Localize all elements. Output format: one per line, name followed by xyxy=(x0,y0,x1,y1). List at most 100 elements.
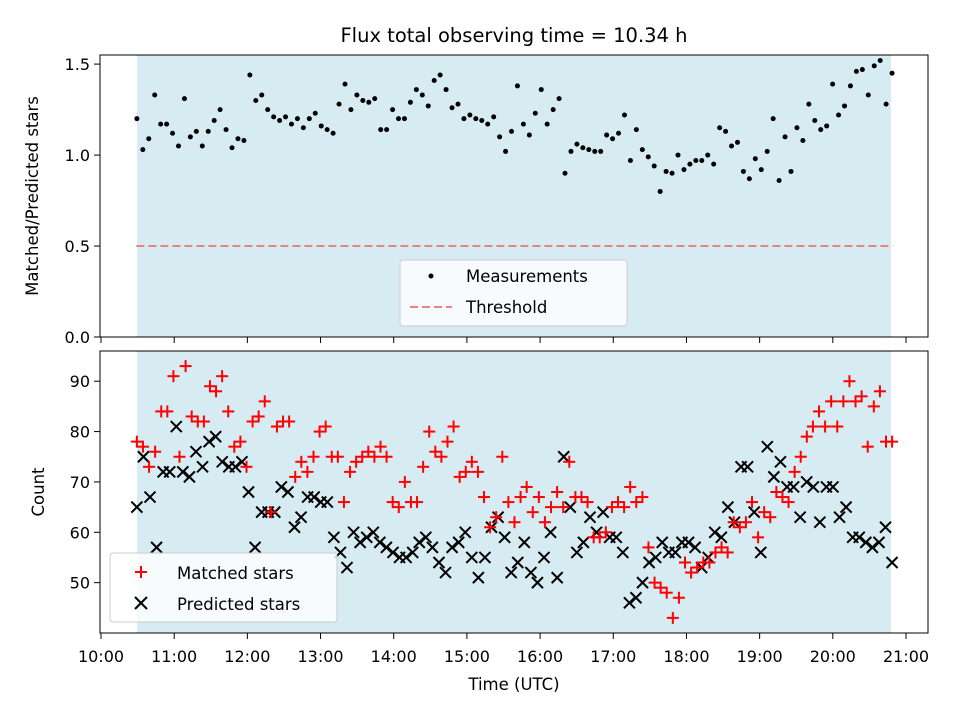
measurement-point xyxy=(669,170,675,176)
measurement-point xyxy=(598,148,604,154)
predicted-star-point xyxy=(807,480,820,494)
predicted-star-point xyxy=(202,435,216,448)
matched-star-point xyxy=(197,415,210,428)
top-legend-box xyxy=(399,259,628,327)
predicted-star-point xyxy=(583,510,597,524)
predicted-star-point xyxy=(741,460,754,474)
measurement-point xyxy=(847,83,853,89)
predicted-star-point xyxy=(885,556,899,569)
measurement-point xyxy=(419,92,425,98)
measurement-point xyxy=(241,138,247,144)
matched-star-point xyxy=(398,475,411,488)
matched-star-point xyxy=(666,611,679,624)
measurement-point xyxy=(639,147,645,153)
measurement-point xyxy=(229,145,235,151)
measurement-point xyxy=(509,128,515,134)
predicted-star-point xyxy=(859,536,873,549)
predicted-star-point xyxy=(833,510,846,524)
measurement-point xyxy=(770,116,776,122)
x-axis-label: Time (UTC) xyxy=(467,675,559,694)
predicted-star-point xyxy=(577,536,590,549)
predicted-star-point xyxy=(275,480,288,494)
matched-star-point xyxy=(301,465,314,478)
measurement-point xyxy=(610,136,616,142)
measurement-point xyxy=(526,132,532,138)
predicted-star-point xyxy=(380,541,393,554)
predicted-star-point xyxy=(130,500,144,514)
measurement-point xyxy=(812,117,818,123)
measurement-point xyxy=(407,99,413,105)
predicted-star-point xyxy=(853,531,866,544)
matched-star-point xyxy=(581,496,594,509)
matched-star-point xyxy=(739,516,752,529)
predicted-star-point xyxy=(209,430,222,443)
predicted-star-point xyxy=(550,571,564,584)
matched-star-point xyxy=(794,450,807,463)
predicted-star-point xyxy=(216,455,229,468)
matched-star-point xyxy=(782,496,795,509)
matched-star-point xyxy=(557,501,570,514)
measurement-point xyxy=(354,92,360,98)
matched-star-point xyxy=(484,521,497,534)
matched-star-point xyxy=(806,420,819,433)
measurement-point xyxy=(413,87,419,93)
matched-star-point xyxy=(685,566,698,579)
measurement-point xyxy=(247,72,253,78)
matched-star-point xyxy=(307,450,320,463)
matched-star-point xyxy=(812,405,825,418)
measurement-point xyxy=(306,116,312,122)
top-ytick-label: 0.0 xyxy=(65,328,90,347)
predicted-star-point xyxy=(767,470,781,484)
top-legend: Measurements Threshold xyxy=(399,259,628,327)
matched-star-point xyxy=(344,465,357,478)
measurement-point xyxy=(544,121,550,127)
predicted-star-point xyxy=(787,480,800,494)
predicted-star-point xyxy=(649,551,662,564)
measurement-point xyxy=(794,125,800,131)
measurement-point xyxy=(187,134,193,140)
measurement-point xyxy=(538,87,544,93)
matched-star-point xyxy=(264,506,277,519)
bottom-xtick-label: 17:00 xyxy=(590,647,636,666)
predicted-star-point xyxy=(452,536,465,549)
measurement-point xyxy=(205,128,211,134)
predicted-star-point xyxy=(813,516,827,529)
matched-star-point xyxy=(825,395,838,408)
measurement-point xyxy=(657,188,663,194)
predicted-star-point xyxy=(137,450,150,463)
measurement-point xyxy=(461,116,467,122)
matched-star-point xyxy=(337,496,350,509)
measurement-point xyxy=(277,117,283,123)
matched-star-point xyxy=(392,501,405,514)
measurement-point xyxy=(485,121,491,127)
measurement-point xyxy=(140,147,146,153)
predicted-star-point xyxy=(701,551,715,564)
bottom-x-ticks: 10:00 11:00 12:00 13:00 14:00 15:00 16:00 17:00… xyxy=(78,633,929,666)
matched-star-point xyxy=(636,491,649,504)
predicted-star-point xyxy=(183,470,196,484)
matched-star-point xyxy=(642,541,655,554)
predicted-star-point xyxy=(360,531,373,544)
predicted-star-point xyxy=(459,526,472,539)
bottom-panel: 50 60 70 80 90 10:00 11:00 12:00 13:00 14:00 15:0… xyxy=(29,350,929,694)
matched-star-point xyxy=(575,491,588,504)
matched-star-point xyxy=(605,501,618,514)
matched-star-point xyxy=(435,450,448,463)
matched-star-point xyxy=(508,516,521,529)
bottom-y-ticks: 50 60 70 80 90 xyxy=(70,372,100,593)
matched-star-point xyxy=(532,491,545,504)
chart-title: Flux total observing time = 10.34 h xyxy=(340,24,687,47)
matched-star-point xyxy=(502,496,515,509)
measurement-point xyxy=(776,178,782,184)
predicted-star-point xyxy=(715,531,728,544)
matched-star-point xyxy=(612,496,625,509)
matched-star-point xyxy=(496,450,509,463)
measurement-point xyxy=(199,143,205,149)
matched-star-point xyxy=(246,415,259,428)
top-ytick-label: 1.5 xyxy=(65,55,90,74)
matched-star-point xyxy=(386,496,399,509)
bottom-ytick-label: 80 xyxy=(70,423,90,442)
bottom-y-axis-label: Count xyxy=(29,467,48,517)
measurement-point xyxy=(324,127,330,133)
measurement-point xyxy=(550,107,556,113)
